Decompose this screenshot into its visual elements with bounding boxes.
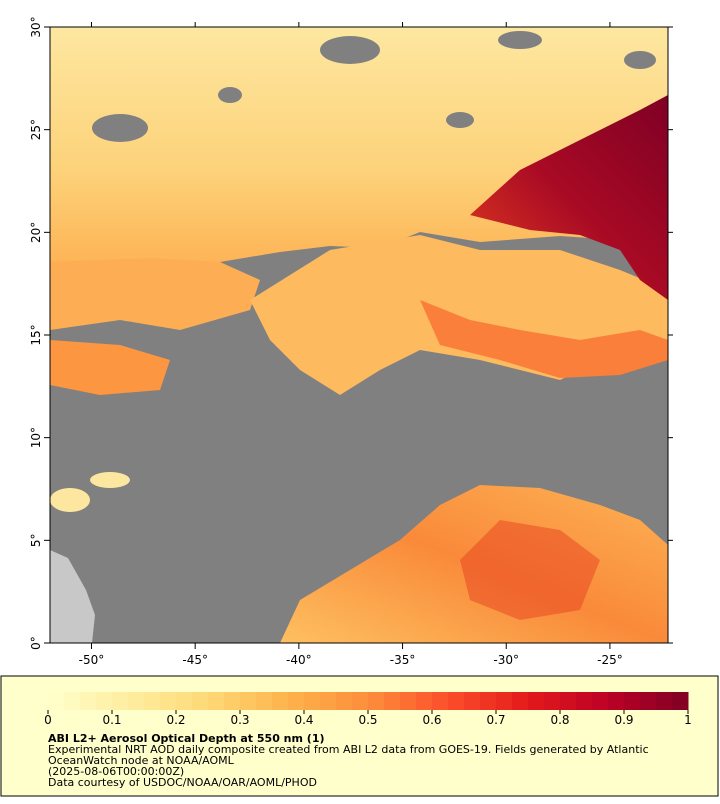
colorbar-tick-label: 0.5 — [358, 713, 377, 727]
colorbar-step — [592, 692, 609, 710]
legend-line: Experimental NRT AOD daily composite cre… — [48, 743, 649, 756]
colorbar-step — [160, 692, 177, 710]
colorbar-step — [144, 692, 161, 710]
colorbar-step — [304, 692, 321, 710]
colorbar: 0 0.1 0.2 0.3 0.4 0.5 0.6 0.7 0.8 0.9 1 — [44, 692, 692, 727]
legend-line: Data courtesy of USDOC/NOAA/OAR/AOML/PHO… — [48, 776, 317, 789]
colorbar-step — [512, 692, 529, 710]
colorbar-step — [496, 692, 513, 710]
x-tick-label: -25° — [597, 653, 623, 667]
y-tick-label: 5° — [29, 534, 43, 548]
x-tick-label: -35° — [390, 653, 416, 667]
y-tick-label: 15° — [29, 324, 43, 345]
colorbar-step — [640, 692, 657, 710]
colorbar-step — [656, 692, 673, 710]
colorbar-step — [400, 692, 417, 710]
colorbar-step — [416, 692, 433, 710]
legend-line: (2025-08-06T00:00:00Z) — [48, 765, 184, 778]
colorbar-step — [352, 692, 369, 710]
colorbar-step — [224, 692, 241, 710]
colorbar-step — [624, 692, 641, 710]
colorbar-tick-label: 0.4 — [294, 713, 313, 727]
colorbar-step — [64, 692, 81, 710]
colorbar-step — [336, 692, 353, 710]
colorbar-tick-label: 0.6 — [422, 713, 441, 727]
colorbar-step — [112, 692, 129, 710]
colorbar-tick-label: 0.9 — [614, 713, 633, 727]
colorbar-step — [128, 692, 145, 710]
colorbar-tick-label: 0 — [44, 713, 52, 727]
axes: -50° -45° -40° -35° -30° -25° 0° 5° 10° 15° 20° 25°… — [29, 16, 673, 667]
colorbar-step — [464, 692, 481, 710]
colorbar-tick-label: 1 — [684, 713, 692, 727]
colorbar-step — [384, 692, 401, 710]
colorbar-step — [448, 692, 465, 710]
y-tick-label: 25° — [29, 119, 43, 140]
colorbar-step — [48, 692, 65, 710]
colorbar-step — [480, 692, 497, 710]
colorbar-step — [608, 692, 625, 710]
x-tick-label: -40° — [286, 653, 312, 667]
colorbar-step — [432, 692, 449, 710]
colorbar-step — [176, 692, 193, 710]
colorbar-step — [192, 692, 209, 710]
colorbar-tick-label: 0.2 — [166, 713, 185, 727]
colorbar-step — [288, 692, 305, 710]
colorbar-step — [256, 692, 273, 710]
colorbar-step — [208, 692, 225, 710]
map-image — [50, 27, 668, 643]
colorbar-step — [240, 692, 257, 710]
y-tick-label: 30° — [29, 16, 43, 37]
x-tick-label: -50° — [79, 653, 105, 667]
colorbar-step — [576, 692, 593, 710]
colorbar-step — [544, 692, 561, 710]
colorbar-step — [528, 692, 545, 710]
colorbar-tick-label: 0.7 — [486, 713, 505, 727]
x-tick-label: -30° — [493, 653, 519, 667]
legend-line: OceanWatch node at NOAA/AOML — [48, 754, 235, 767]
colorbar-step — [96, 692, 113, 710]
colorbar-step — [320, 692, 337, 710]
y-tick-label: 10° — [29, 427, 43, 448]
x-tick-label: -45° — [182, 653, 208, 667]
colorbar-step — [80, 692, 97, 710]
colorbar-tick-label: 0.3 — [230, 713, 249, 727]
colorbar-tick-label: 0.8 — [550, 713, 569, 727]
colorbar-step — [368, 692, 385, 710]
y-tick-label: 0° — [29, 636, 43, 650]
colorbar-step — [272, 692, 289, 710]
colorbar-step — [560, 692, 577, 710]
legend-title: ABI L2+ Aerosol Optical Depth at 550 nm … — [48, 732, 325, 745]
colorbar-tick-label: 0.1 — [102, 713, 121, 727]
y-tick-label: 20° — [29, 222, 43, 243]
colorbar-step — [672, 692, 689, 710]
